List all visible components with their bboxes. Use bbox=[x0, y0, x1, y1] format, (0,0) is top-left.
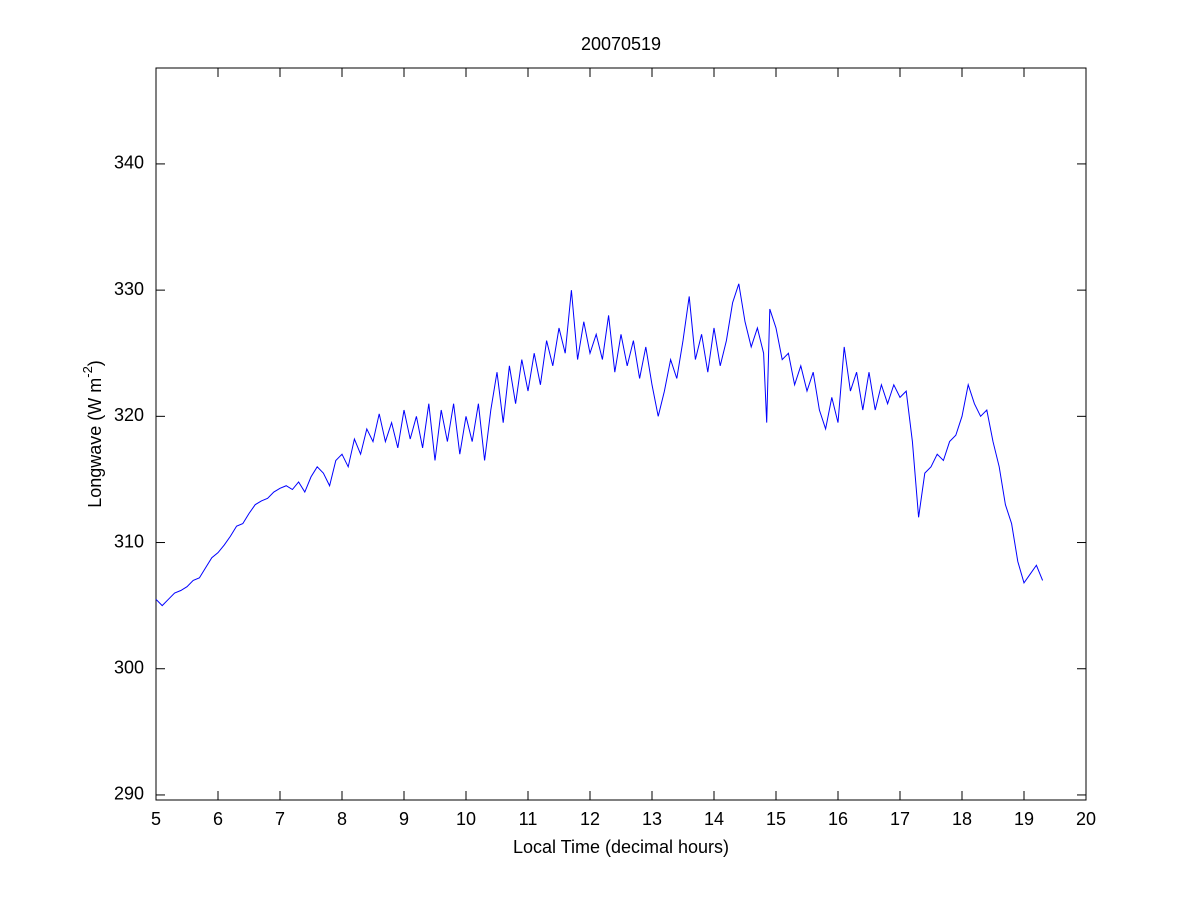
y-tick-label: 310 bbox=[114, 531, 144, 551]
y-axis-label: Longwave (W m-2) bbox=[80, 360, 104, 508]
x-tick-label: 15 bbox=[766, 809, 786, 829]
chart-title: 20070519 bbox=[581, 34, 661, 54]
x-tick-label: 17 bbox=[890, 809, 910, 829]
y-tick-label: 340 bbox=[114, 153, 144, 173]
x-tick-label: 18 bbox=[952, 809, 972, 829]
x-tick-label: 8 bbox=[337, 809, 347, 829]
y-label-main: Longwave (W m bbox=[85, 378, 105, 508]
x-tick-label: 13 bbox=[642, 809, 662, 829]
plot-frame bbox=[155, 67, 1087, 801]
y-label-sup: -2 bbox=[80, 366, 95, 378]
x-tick-label: 5 bbox=[151, 809, 161, 829]
x-tick-label: 6 bbox=[213, 809, 223, 829]
x-tick-label: 14 bbox=[704, 809, 724, 829]
data-line bbox=[155, 283, 1044, 607]
x-tick-label: 11 bbox=[519, 809, 538, 829]
x-tick-label: 7 bbox=[275, 809, 285, 829]
x-tick-label: 9 bbox=[399, 809, 409, 829]
x-tick-label: 12 bbox=[580, 809, 600, 829]
x-tick-label: 16 bbox=[828, 809, 848, 829]
y-tick-label: 330 bbox=[114, 279, 144, 299]
y-tick-label: 290 bbox=[114, 784, 144, 804]
y-tick-label: 300 bbox=[114, 657, 144, 677]
x-tick-label: 10 bbox=[456, 809, 476, 829]
x-tick-label: 20 bbox=[1076, 809, 1096, 829]
x-tick-label: 19 bbox=[1014, 809, 1034, 829]
y-label-end: ) bbox=[85, 360, 105, 366]
x-axis-label: Local Time (decimal hours) bbox=[513, 837, 729, 857]
y-tick-label: 320 bbox=[114, 405, 144, 425]
